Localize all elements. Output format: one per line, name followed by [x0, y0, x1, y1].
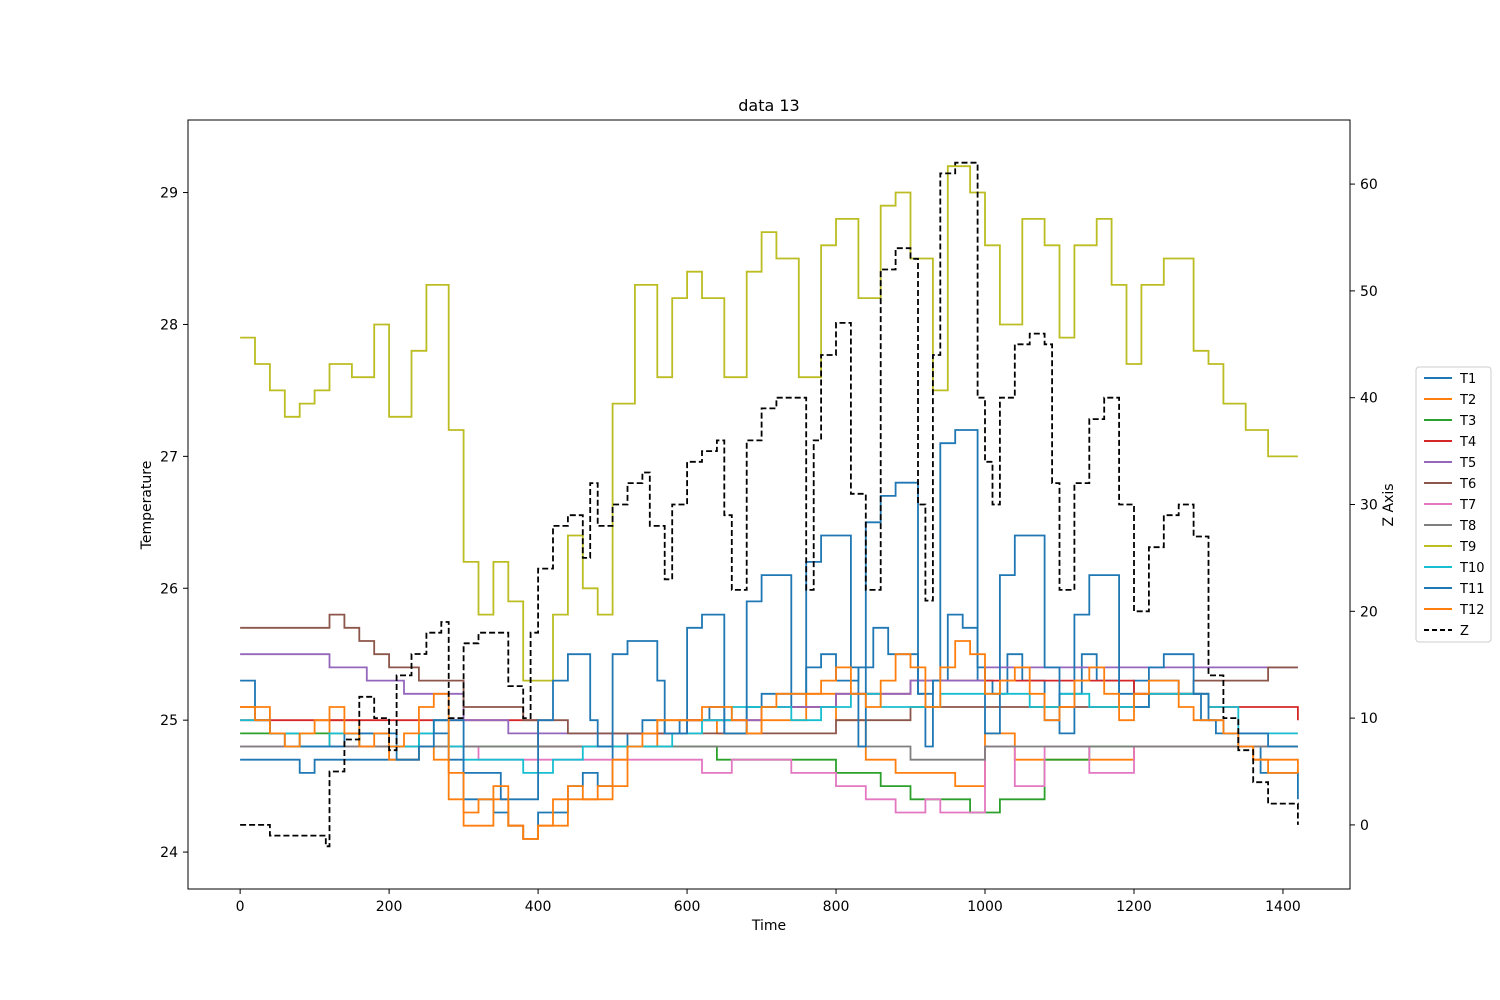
x-axis: 0 200 400 600 800 1000 1200 1400 [236, 889, 1301, 915]
y-axis-right: 0 10 20 30 40 50 60 [1350, 177, 1378, 834]
legend-label-t3: T3 [1459, 414, 1476, 429]
x-tick-label: 1000 [967, 899, 1003, 915]
x-tick-label: 1400 [1265, 899, 1301, 915]
series-layer [240, 161, 1299, 848]
series-line-t8 [240, 745, 1298, 761]
series-line-z [240, 161, 1299, 848]
y-tick-label: 25 [160, 713, 178, 729]
legend-label-z: Z [1460, 624, 1469, 639]
y-axis-title: Temperature [139, 461, 155, 551]
legend-label-t9: T9 [1459, 540, 1476, 555]
y-tick-label: 27 [160, 449, 178, 465]
legend-label-t11: T11 [1459, 582, 1484, 597]
series-line-t11 [240, 429, 1298, 801]
y2-tick-label: 30 [1360, 498, 1378, 514]
series-line-t12 [240, 640, 1298, 840]
legend-label-t10: T10 [1459, 561, 1484, 576]
y2-tick-label: 60 [1360, 177, 1378, 193]
legend-label-t4: T4 [1459, 435, 1476, 450]
x-tick-label: 0 [236, 899, 245, 915]
x-tick-label: 200 [376, 899, 403, 915]
y-tick-label: 26 [160, 581, 178, 597]
x-tick-label: 1200 [1116, 899, 1152, 915]
y2-tick-label: 50 [1360, 284, 1378, 300]
y-tick-label: 29 [160, 186, 178, 202]
legend-label-t6: T6 [1459, 477, 1476, 492]
y-tick-label: 28 [160, 317, 178, 333]
x-axis-title: Time [751, 918, 786, 934]
y2-tick-label: 40 [1360, 391, 1378, 407]
legend-label-t7: T7 [1459, 498, 1476, 513]
legend-label-t2: T2 [1459, 393, 1476, 408]
series-line-t9 [240, 165, 1298, 682]
legend-label-t8: T8 [1459, 519, 1476, 534]
y2-tick-label: 10 [1360, 711, 1378, 727]
y2-tick-label: 20 [1360, 604, 1378, 620]
legend: T1 T2 T3 T4 T5 T6 T7 T8 T9 T10 T11 T12 Z [1415, 366, 1492, 643]
x-tick-label: 400 [525, 899, 552, 915]
legend-box [1415, 366, 1492, 643]
x-tick-label: 800 [823, 899, 850, 915]
y2-axis-title: Z Axis [1381, 483, 1397, 526]
y2-tick-label: 0 [1360, 818, 1369, 834]
x-tick-label: 600 [674, 899, 701, 915]
legend-label-t1: T1 [1459, 372, 1476, 387]
chart-title: data 13 [738, 96, 799, 115]
y-tick-label: 24 [160, 845, 178, 861]
legend-label-t5: T5 [1459, 456, 1476, 471]
legend-label-t12: T12 [1459, 603, 1484, 618]
y-axis-left: 24 25 26 27 28 29 [160, 186, 188, 861]
